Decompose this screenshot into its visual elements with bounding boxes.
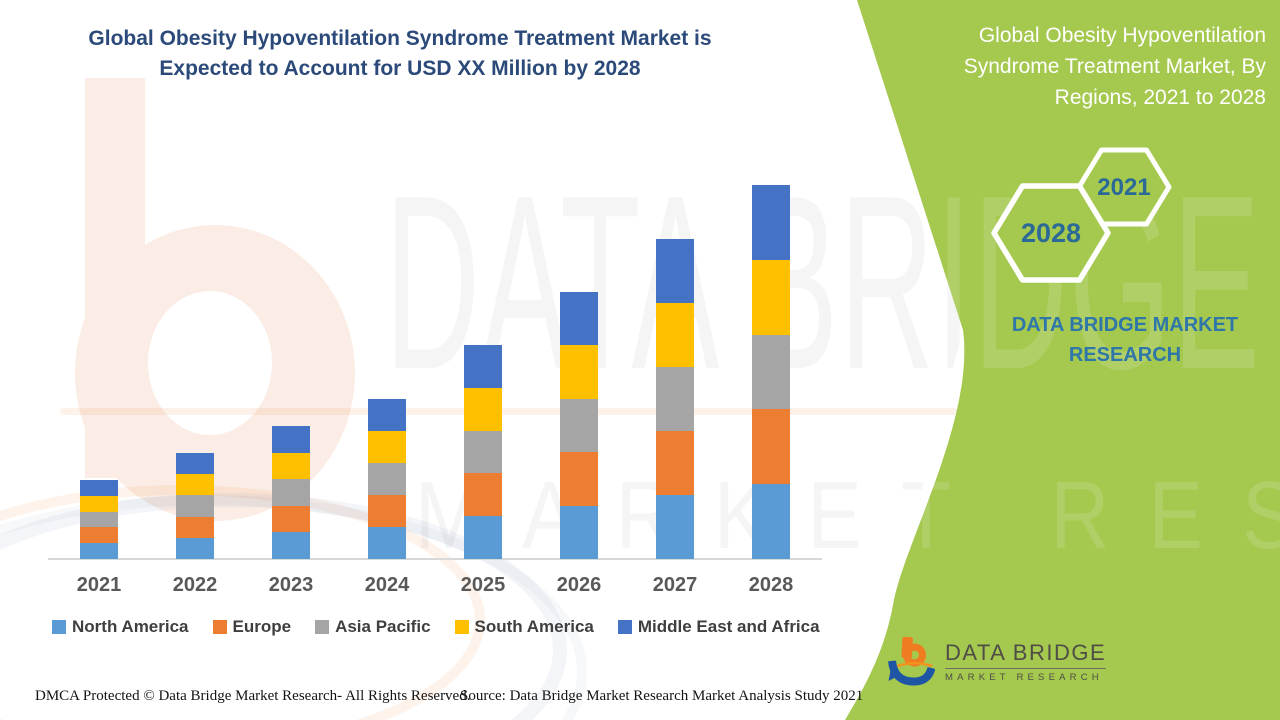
legend-item-asia-pacific: Asia Pacific — [315, 617, 431, 637]
source-note: Source: Data Bridge Market Research Mark… — [460, 688, 864, 704]
hexagon-2021-label: 2021 — [1097, 174, 1150, 201]
brand-caption-line2: RESEARCH — [1068, 344, 1182, 366]
dbmr-logo-name: DATA BRIDGE — [945, 639, 1107, 665]
dbmr-logo-subtitle: MARKET RESEARCH — [945, 671, 1103, 683]
legend-item-north-america: North America — [52, 617, 189, 637]
x-axis-line — [48, 558, 822, 560]
chart-title-line1: Global Obesity Hypoventilation Syndrome … — [88, 27, 712, 50]
legend-label: South America — [474, 617, 594, 636]
hexagon-2028 — [991, 183, 1111, 283]
legend-label: Europe — [232, 617, 292, 636]
panel-title-line1: Global Obesity Hypoventilation — [978, 24, 1266, 47]
watermark-underline — [60, 408, 958, 415]
legend-swatch-icon — [617, 620, 632, 634]
chart-title-line2: Expected to Account for USD XX Million b… — [159, 57, 641, 80]
legend-label: North America — [72, 617, 189, 636]
dbmr-logo-icon — [888, 636, 935, 686]
legend-item-south-america: South America — [454, 617, 594, 637]
dbmr-logo: DATA BRIDGE MARKET RESEARCH — [888, 636, 1107, 686]
legend-label: Middle East and Africa — [637, 617, 820, 636]
watermark-swoosh-blue — [0, 493, 567, 720]
brand-caption-line1: DATA BRIDGE MARKET — [1011, 314, 1239, 336]
panel-title-line2: Syndrome Treatment Market, By — [963, 55, 1266, 78]
chart-title: Global Obesity Hypoventilation Syndrome … — [55, 24, 745, 84]
dbmr-logo-divider — [945, 667, 1107, 669]
brand-caption: DATA BRIDGE MARKET RESEARCH — [975, 310, 1275, 370]
hexagon-2028-label: 2028 — [1021, 218, 1081, 248]
legend-swatch-icon — [52, 620, 66, 634]
legend-label: Asia Pacific — [335, 617, 431, 636]
legend-swatch-icon — [454, 620, 469, 634]
panel-title-line3: Regions, 2021 to 2028 — [1054, 86, 1266, 109]
legend-swatch-icon — [315, 620, 330, 634]
legend: North America Europe Asia Pacific South Ame… — [52, 617, 832, 637]
dmca-notice: DMCA Protected © Data Bridge Market Rese… — [35, 688, 471, 704]
legend-item-europe: Europe — [212, 617, 292, 637]
legend-swatch-icon — [212, 620, 227, 634]
panel-title: Global Obesity Hypoventilation Syndrome … — [896, 20, 1266, 113]
legend-item-middle-east-and-africa: Middle East and Africa — [617, 617, 820, 637]
dbmr-logo-text: DATA BRIDGE MARKET RESEARCH — [945, 639, 1107, 683]
